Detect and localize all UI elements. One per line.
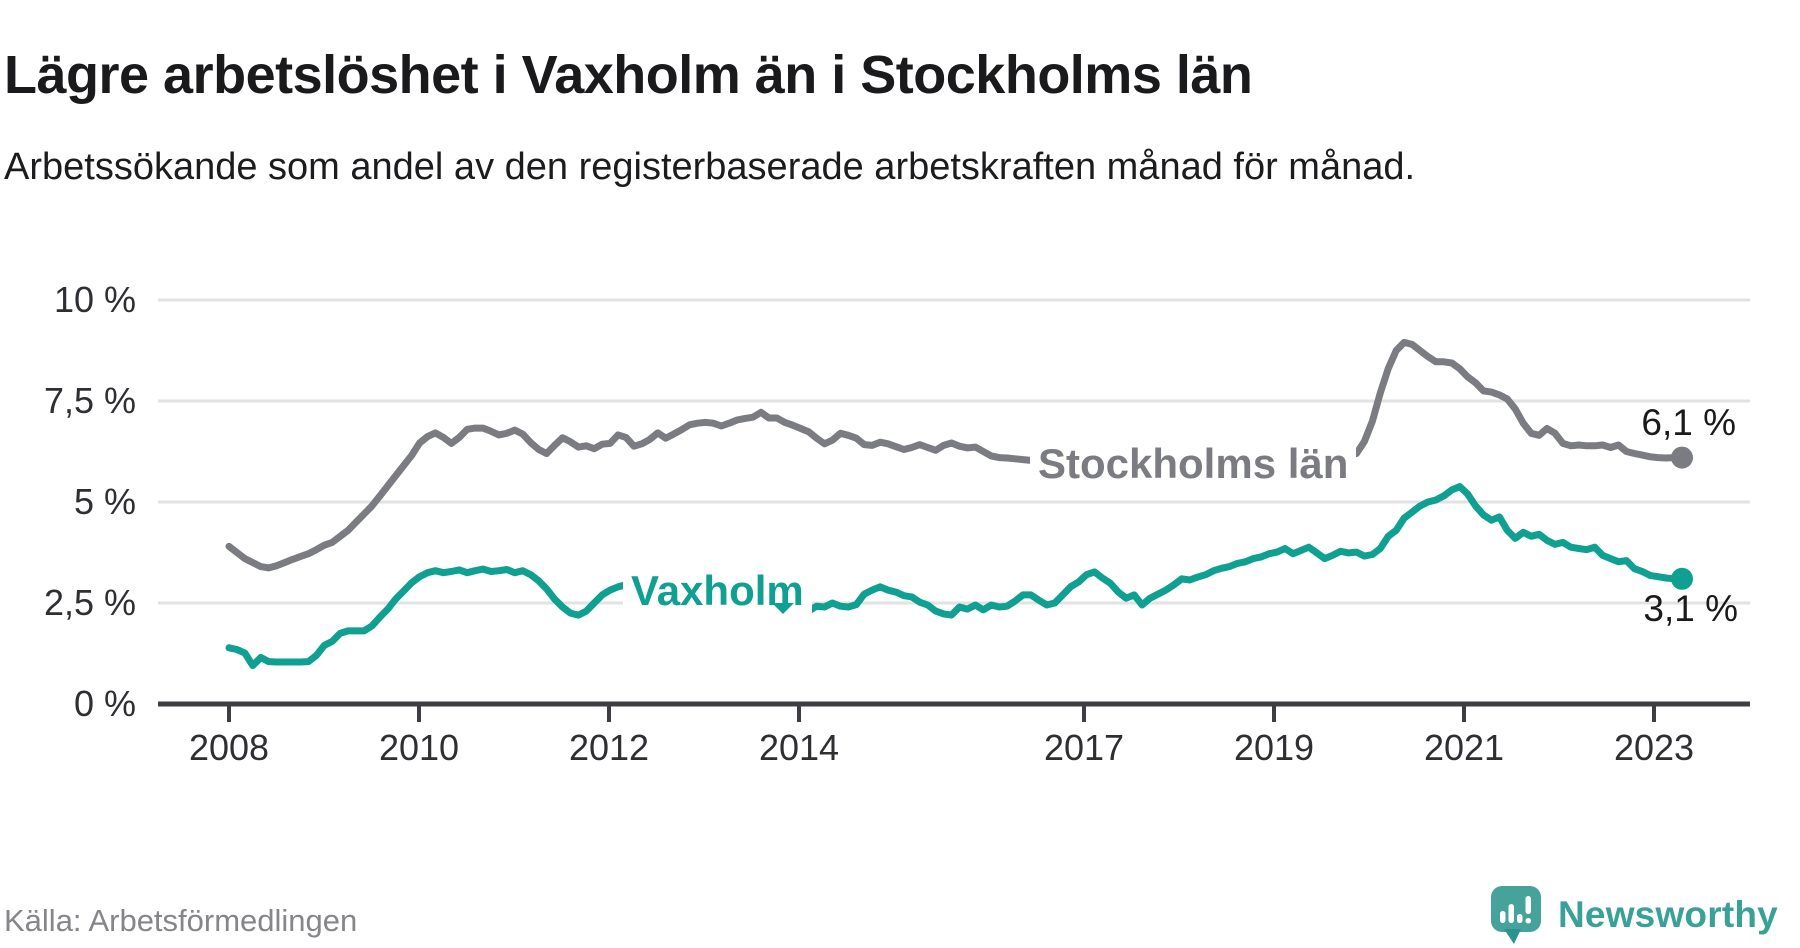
page-title: Lägre arbetslöshet i Vaxholm än i Stockh… — [4, 45, 1253, 106]
newsworthy-logo-icon — [1491, 886, 1541, 944]
newsworthy-brand-text: Newsworthy — [1558, 894, 1778, 935]
end-dot-stockholms-lan — [1671, 446, 1693, 469]
y-axis-label: 2,5 % — [43, 582, 136, 623]
x-axis-label: 2019 — [1233, 727, 1315, 768]
line-vaxholm — [225, 483, 1686, 670]
series-end-dots — [1671, 446, 1693, 590]
y-axis-label: 10 % — [53, 279, 136, 320]
end-value-stockholms-lan: 6,1 % — [1641, 402, 1736, 443]
source-note: Källa: Arbetsförmedlingen — [4, 903, 358, 938]
line-stockholms-lan — [225, 338, 1686, 572]
x-axis-label: 2021 — [1423, 727, 1505, 768]
x-axis — [158, 701, 1750, 722]
series-lines — [225, 338, 1686, 670]
x-axis-label: 2008 — [188, 727, 270, 768]
x-axis-label: 2014 — [758, 727, 840, 768]
y-axis-label: 0 % — [73, 683, 136, 724]
x-axis-label: 2010 — [378, 727, 460, 768]
y-axis-label: 5 % — [73, 481, 136, 522]
vaxholm-label-caret-icon — [772, 603, 794, 614]
y-axis-label: 7,5 % — [43, 380, 136, 421]
end-value-vaxholm: 3,1 % — [1643, 588, 1738, 629]
gridlines — [158, 298, 1750, 605]
newsworthy-logo: Newsworthy — [1490, 884, 1778, 946]
end-dot-vaxholm — [1671, 567, 1693, 590]
x-axis-label: 2012 — [568, 727, 650, 768]
x-axis-label: 2023 — [1613, 727, 1695, 768]
x-axis-label: 2017 — [1043, 727, 1125, 768]
chart-subtitle: Arbetssökande som andel av den registerb… — [4, 146, 1416, 188]
series-label-stockholms-lan: Stockholms län — [1030, 438, 1357, 490]
